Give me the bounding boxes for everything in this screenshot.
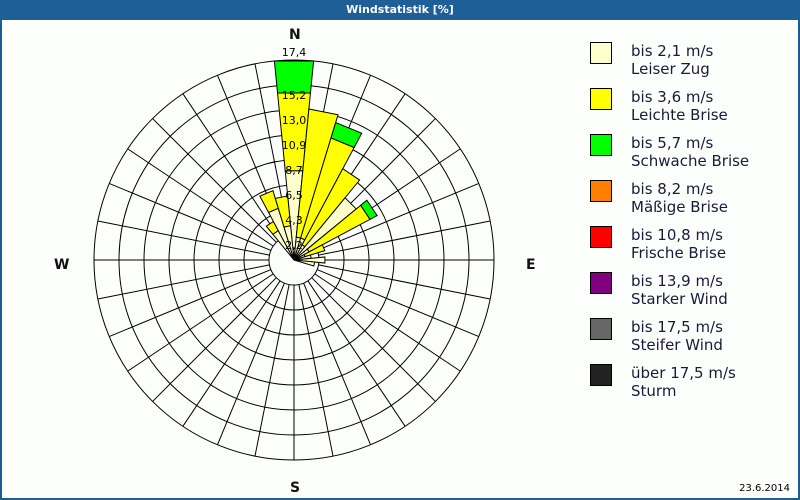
legend-label: bis 10,8 m/s Frische Brise — [631, 226, 727, 262]
legend-swatch — [590, 88, 612, 110]
window-title: Windstatistik [%] — [0, 0, 800, 20]
legend-swatch — [590, 226, 612, 248]
legend-label: über 17,5 m/s Sturm — [631, 364, 736, 400]
ring-labels: 2,2 4,3 6,5 8,7 10,9 13,0 15,2 17,4 — [282, 46, 307, 252]
legend-label: bis 2,1 m/s Leiser Zug — [631, 42, 714, 78]
legend-item: bis 8,2 m/s Mäßige Brise — [590, 180, 790, 226]
legend-item: bis 5,7 m/s Schwache Brise — [590, 134, 790, 180]
date-label: 23.6.2014 — [739, 483, 790, 494]
legend-label: bis 8,2 m/s Mäßige Brise — [631, 180, 728, 216]
compass-north: N — [289, 27, 301, 43]
legend-label: bis 13,9 m/s Starker Wind — [631, 272, 728, 308]
legend-swatch — [590, 180, 612, 202]
wind-bars — [259, 60, 378, 267]
legend-label: bis 17,5 m/s Steifer Wind — [631, 318, 723, 354]
compass-south: S — [290, 480, 301, 496]
legend-item: bis 3,6 m/s Leichte Brise — [590, 88, 790, 134]
legend-label: bis 3,6 m/s Leichte Brise — [631, 88, 728, 124]
legend-swatch — [590, 364, 612, 386]
svg-text:2,2: 2,2 — [285, 239, 303, 252]
legend-item: bis 17,5 m/s Steifer Wind — [590, 318, 790, 364]
svg-text:13,0: 13,0 — [282, 114, 307, 127]
legend-label: bis 5,7 m/s Schwache Brise — [631, 134, 750, 170]
legend-swatch — [590, 134, 612, 156]
svg-text:10,9: 10,9 — [282, 139, 307, 152]
svg-text:8,7: 8,7 — [285, 164, 303, 177]
svg-text:6,5: 6,5 — [285, 189, 303, 202]
compass-west: W — [54, 257, 70, 273]
legend-item: bis 2,1 m/s Leiser Zug — [590, 42, 790, 88]
legend-swatch — [590, 272, 612, 294]
legend-swatch — [590, 42, 612, 64]
legend-item: bis 10,8 m/s Frische Brise — [590, 226, 790, 272]
svg-text:17,4: 17,4 — [282, 46, 307, 59]
legend-swatch — [590, 318, 612, 340]
legend: bis 2,1 m/s Leiser Zug bis 3,6 m/s Leichte … — [590, 42, 790, 410]
svg-text:4,3: 4,3 — [285, 214, 303, 227]
compass-east: E — [526, 257, 536, 273]
legend-item: bis 13,9 m/s Starker Wind — [590, 272, 790, 318]
svg-text:15,2: 15,2 — [282, 89, 307, 102]
legend-item: über 17,5 m/s Sturm — [590, 364, 790, 410]
